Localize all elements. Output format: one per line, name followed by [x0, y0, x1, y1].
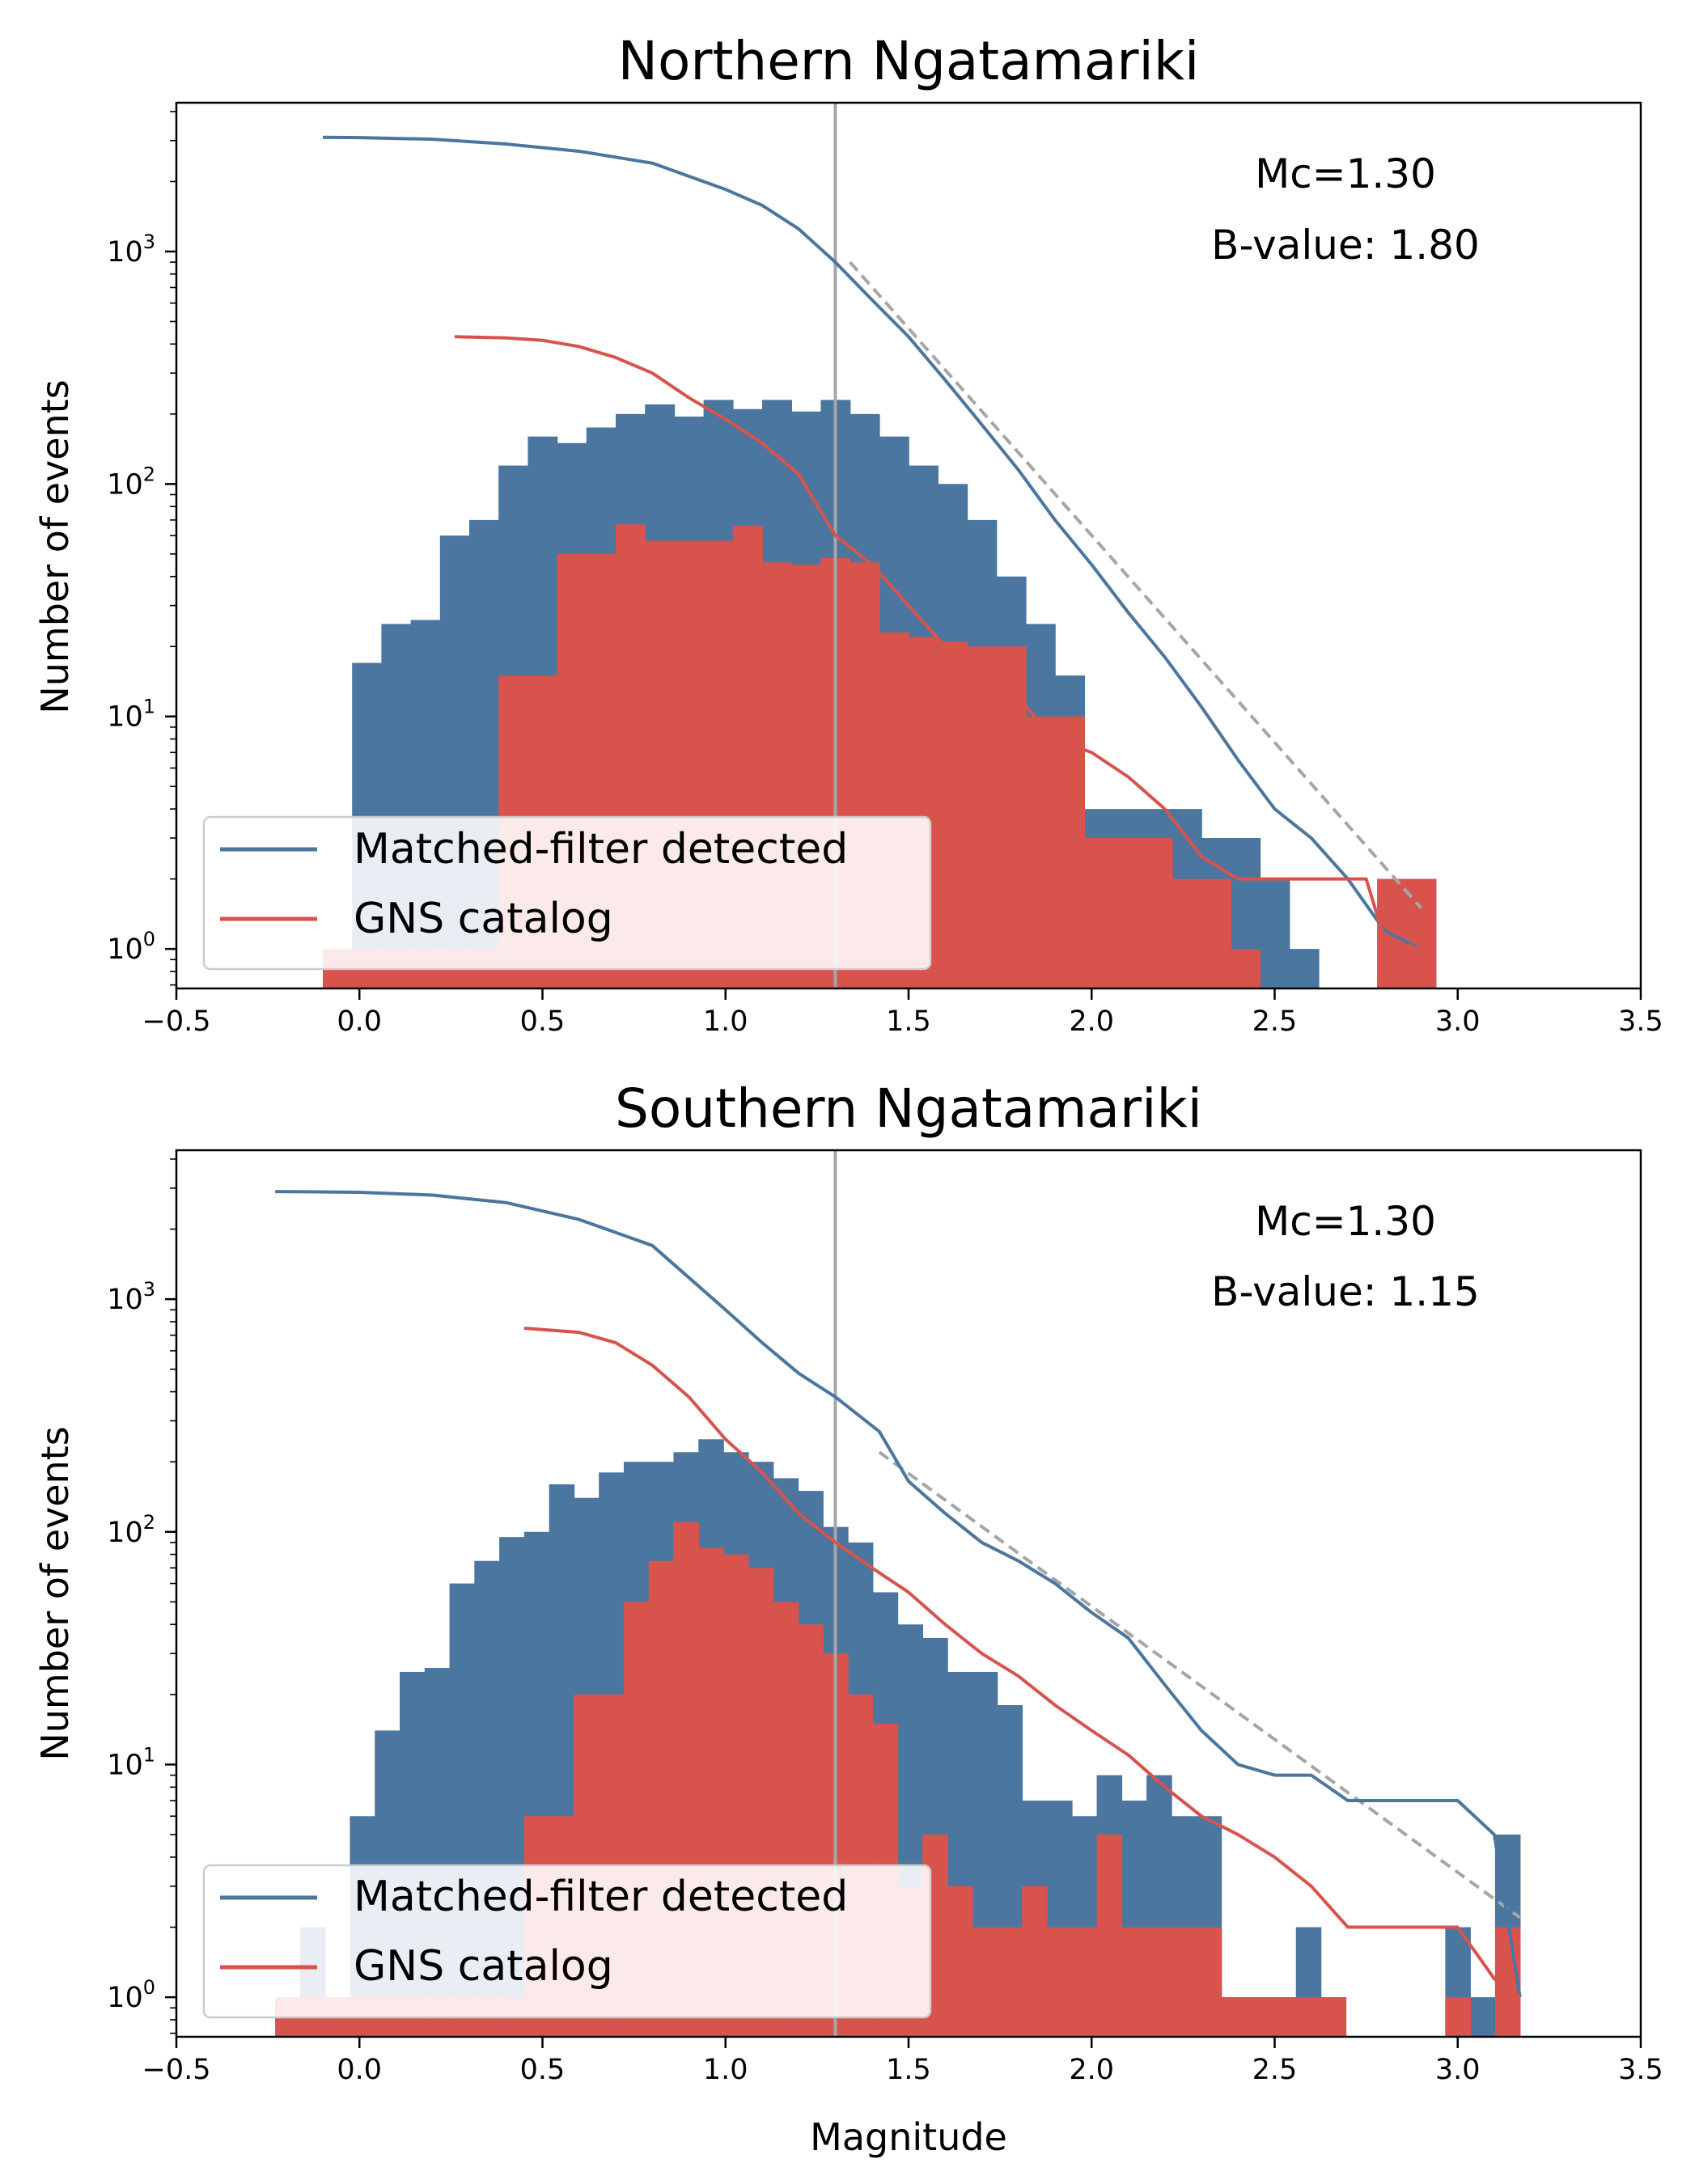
x-tick-label: 1.5	[886, 2054, 931, 2086]
hist-bar-gns	[972, 1927, 998, 2037]
x-tick-label: 3.5	[1618, 1005, 1663, 1038]
hist-bar-gns	[1084, 838, 1115, 988]
hist-bar-gns	[996, 646, 1027, 988]
hist-bar-gns	[1022, 1886, 1048, 2037]
x-tick-label: −0.5	[142, 2054, 211, 2086]
hist-bar-gns	[1196, 1927, 1222, 2037]
x-tick-label: 0.5	[520, 1005, 566, 1038]
x-tick-label: 2.5	[1252, 1005, 1298, 1038]
legend-box	[202, 815, 932, 971]
hist-bar-gns	[1071, 1927, 1098, 2037]
legend	[202, 815, 932, 971]
plot-area: −0.5 0.0 0.5 1.0 1.5 2.0 2.5 3.0 3.5 100 101 102 103	[107, 101, 1663, 1038]
series-line-matched	[322, 135, 1422, 950]
hist-bar-gns	[1121, 1927, 1147, 2037]
hist-bar-gns	[947, 1886, 973, 2037]
x-tick-label: 1.0	[703, 2054, 748, 2086]
hist-bar-gns	[1146, 1927, 1172, 2037]
hist-bar-matched	[1289, 949, 1320, 988]
y-axis-label: Number of events	[33, 1426, 77, 1760]
y-tick-label: 100	[107, 1976, 155, 2014]
hist-bar-gns	[1025, 716, 1056, 988]
b-value-fit-line	[849, 260, 1422, 909]
x-tick-label: 3.0	[1435, 2054, 1481, 2086]
x-tick-label: 2.0	[1069, 1005, 1114, 1038]
hist-bar-gns	[1201, 878, 1231, 988]
hist-bar-gns	[967, 646, 998, 988]
x-tick-label: −0.5	[142, 1005, 211, 1038]
hist-bar-gns	[1172, 878, 1202, 988]
b-value-annotation: B-value: 1.15	[1211, 1268, 1480, 1315]
hist-bar-gns	[1171, 1927, 1197, 2037]
series-line-gns	[523, 1327, 1521, 1999]
y-tick-label: 102	[107, 463, 155, 501]
x-tick-label: 0.5	[520, 2054, 566, 2086]
y-tick-label: 103	[107, 1278, 155, 1316]
y-tick-label: 100	[107, 928, 155, 966]
x-tick-label: 1.0	[703, 1005, 748, 1038]
legend-label-matched: Matched-filter detected	[354, 1873, 848, 1921]
chart-title: Southern Ngatamariki	[615, 1077, 1202, 1140]
hist-bar-gns	[1320, 1997, 1347, 2037]
x-axis-label: Magnitude	[810, 2115, 1007, 2159]
hist-bar-gns	[1142, 838, 1173, 988]
hist-bar-gns	[997, 1927, 1023, 2037]
hist-bar-gns	[1231, 949, 1261, 988]
y-tick-label: 101	[107, 1743, 155, 1781]
hist-bar-gns	[1295, 1997, 1322, 2037]
b-value-annotation: B-value: 1.80	[1211, 222, 1480, 269]
hist-bar-gns	[1445, 1997, 1471, 2037]
hist-bar-gns	[938, 641, 968, 988]
hist-bar-gns	[1113, 838, 1144, 988]
x-tick-label: 0.0	[337, 1005, 382, 1038]
legend-box	[202, 1864, 932, 2019]
hist-bar-matched	[1260, 878, 1290, 988]
hist-bar-gns	[1047, 1927, 1073, 2037]
series-line-gns	[454, 335, 1422, 951]
mc-annotation: Mc=1.30	[1255, 1198, 1436, 1245]
mc-annotation: Mc=1.30	[1255, 150, 1436, 197]
series-line-matched	[275, 1190, 1522, 1998]
x-tick-label: 2.0	[1069, 2054, 1114, 2086]
b-value-fit-line	[878, 1450, 1521, 1919]
x-tick-label: 3.0	[1435, 1005, 1481, 1038]
legend	[202, 1864, 932, 2019]
hist-bar-gns	[1246, 1997, 1272, 2037]
hist-bar-gns	[1096, 1835, 1123, 2037]
chart-southern-ngatamariki: −0.5 0.0 0.5 1.0 1.5 2.0 2.5 3.0 3.5 100 101 102 103…	[33, 1077, 1663, 2159]
y-tick-label: 103	[107, 231, 155, 269]
legend-label-matched: Matched-filter detected	[354, 825, 848, 874]
y-tick-label: 101	[107, 696, 155, 734]
hist-bar-gns	[1055, 716, 1085, 988]
x-tick-label: 0.0	[337, 2054, 382, 2086]
hist-bar-matched	[1470, 1997, 1496, 2037]
y-tick-label: 102	[107, 1511, 155, 1549]
hist-bar-gns	[1270, 1997, 1297, 2037]
hist-bar-gns	[1221, 1997, 1248, 2037]
plot-area: −0.5 0.0 0.5 1.0 1.5 2.0 2.5 3.0 3.5 100 101 102 103	[107, 1149, 1663, 2086]
y-axis-label: Number of events	[33, 379, 77, 713]
x-tick-label: 3.5	[1618, 2054, 1663, 2086]
x-tick-label: 2.5	[1252, 2054, 1298, 2086]
legend-label-gns: GNS catalog	[354, 895, 613, 943]
chart-title: Northern Ngatamariki	[618, 30, 1200, 92]
legend-label-gns: GNS catalog	[354, 1942, 613, 1991]
x-tick-label: 1.5	[886, 1005, 931, 1038]
chart-northern-ngatamariki: −0.5 0.0 0.5 1.0 1.5 2.0 2.5 3.0 3.5 100 101 102 103…	[33, 30, 1663, 1038]
